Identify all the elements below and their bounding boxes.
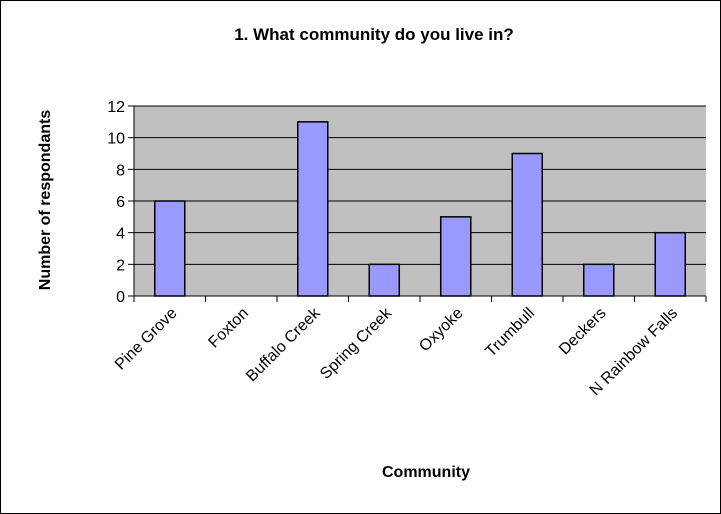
bar-spring-creek [368,263,401,297]
y-tick-label: 4 [116,226,125,243]
y-tick-label: 0 [116,289,125,306]
y-tick-label: 12 [107,99,125,116]
x-tick-label: Spring Creek [317,304,396,383]
x-axis-title: Community [382,464,470,481]
x-tick-label: Buffalo Creek [243,304,324,385]
y-tick-label: 10 [107,131,125,148]
bar-trumbull [511,152,544,297]
chart-title: 1. What community do you live in? [234,25,514,44]
bar-deckers [582,263,615,297]
x-tick-label: Trumbull [482,305,538,361]
y-tick-label: 8 [116,162,125,179]
y-tick-label: 2 [116,257,125,274]
y-axis-title: Number of respondants [37,110,54,291]
x-tick-label: Pine Grove [112,305,181,374]
bar-pine-grove [153,200,186,297]
y-tick-label: 6 [116,194,125,211]
x-tick-label: Deckers [556,305,610,359]
x-tick-label: Oxyoke [416,305,466,355]
bar-buffalo-creek [296,121,329,297]
bar-oxyoke [439,216,472,297]
x-tick-label: Foxton [205,305,252,352]
bar-n-rainbow-falls [654,231,687,297]
